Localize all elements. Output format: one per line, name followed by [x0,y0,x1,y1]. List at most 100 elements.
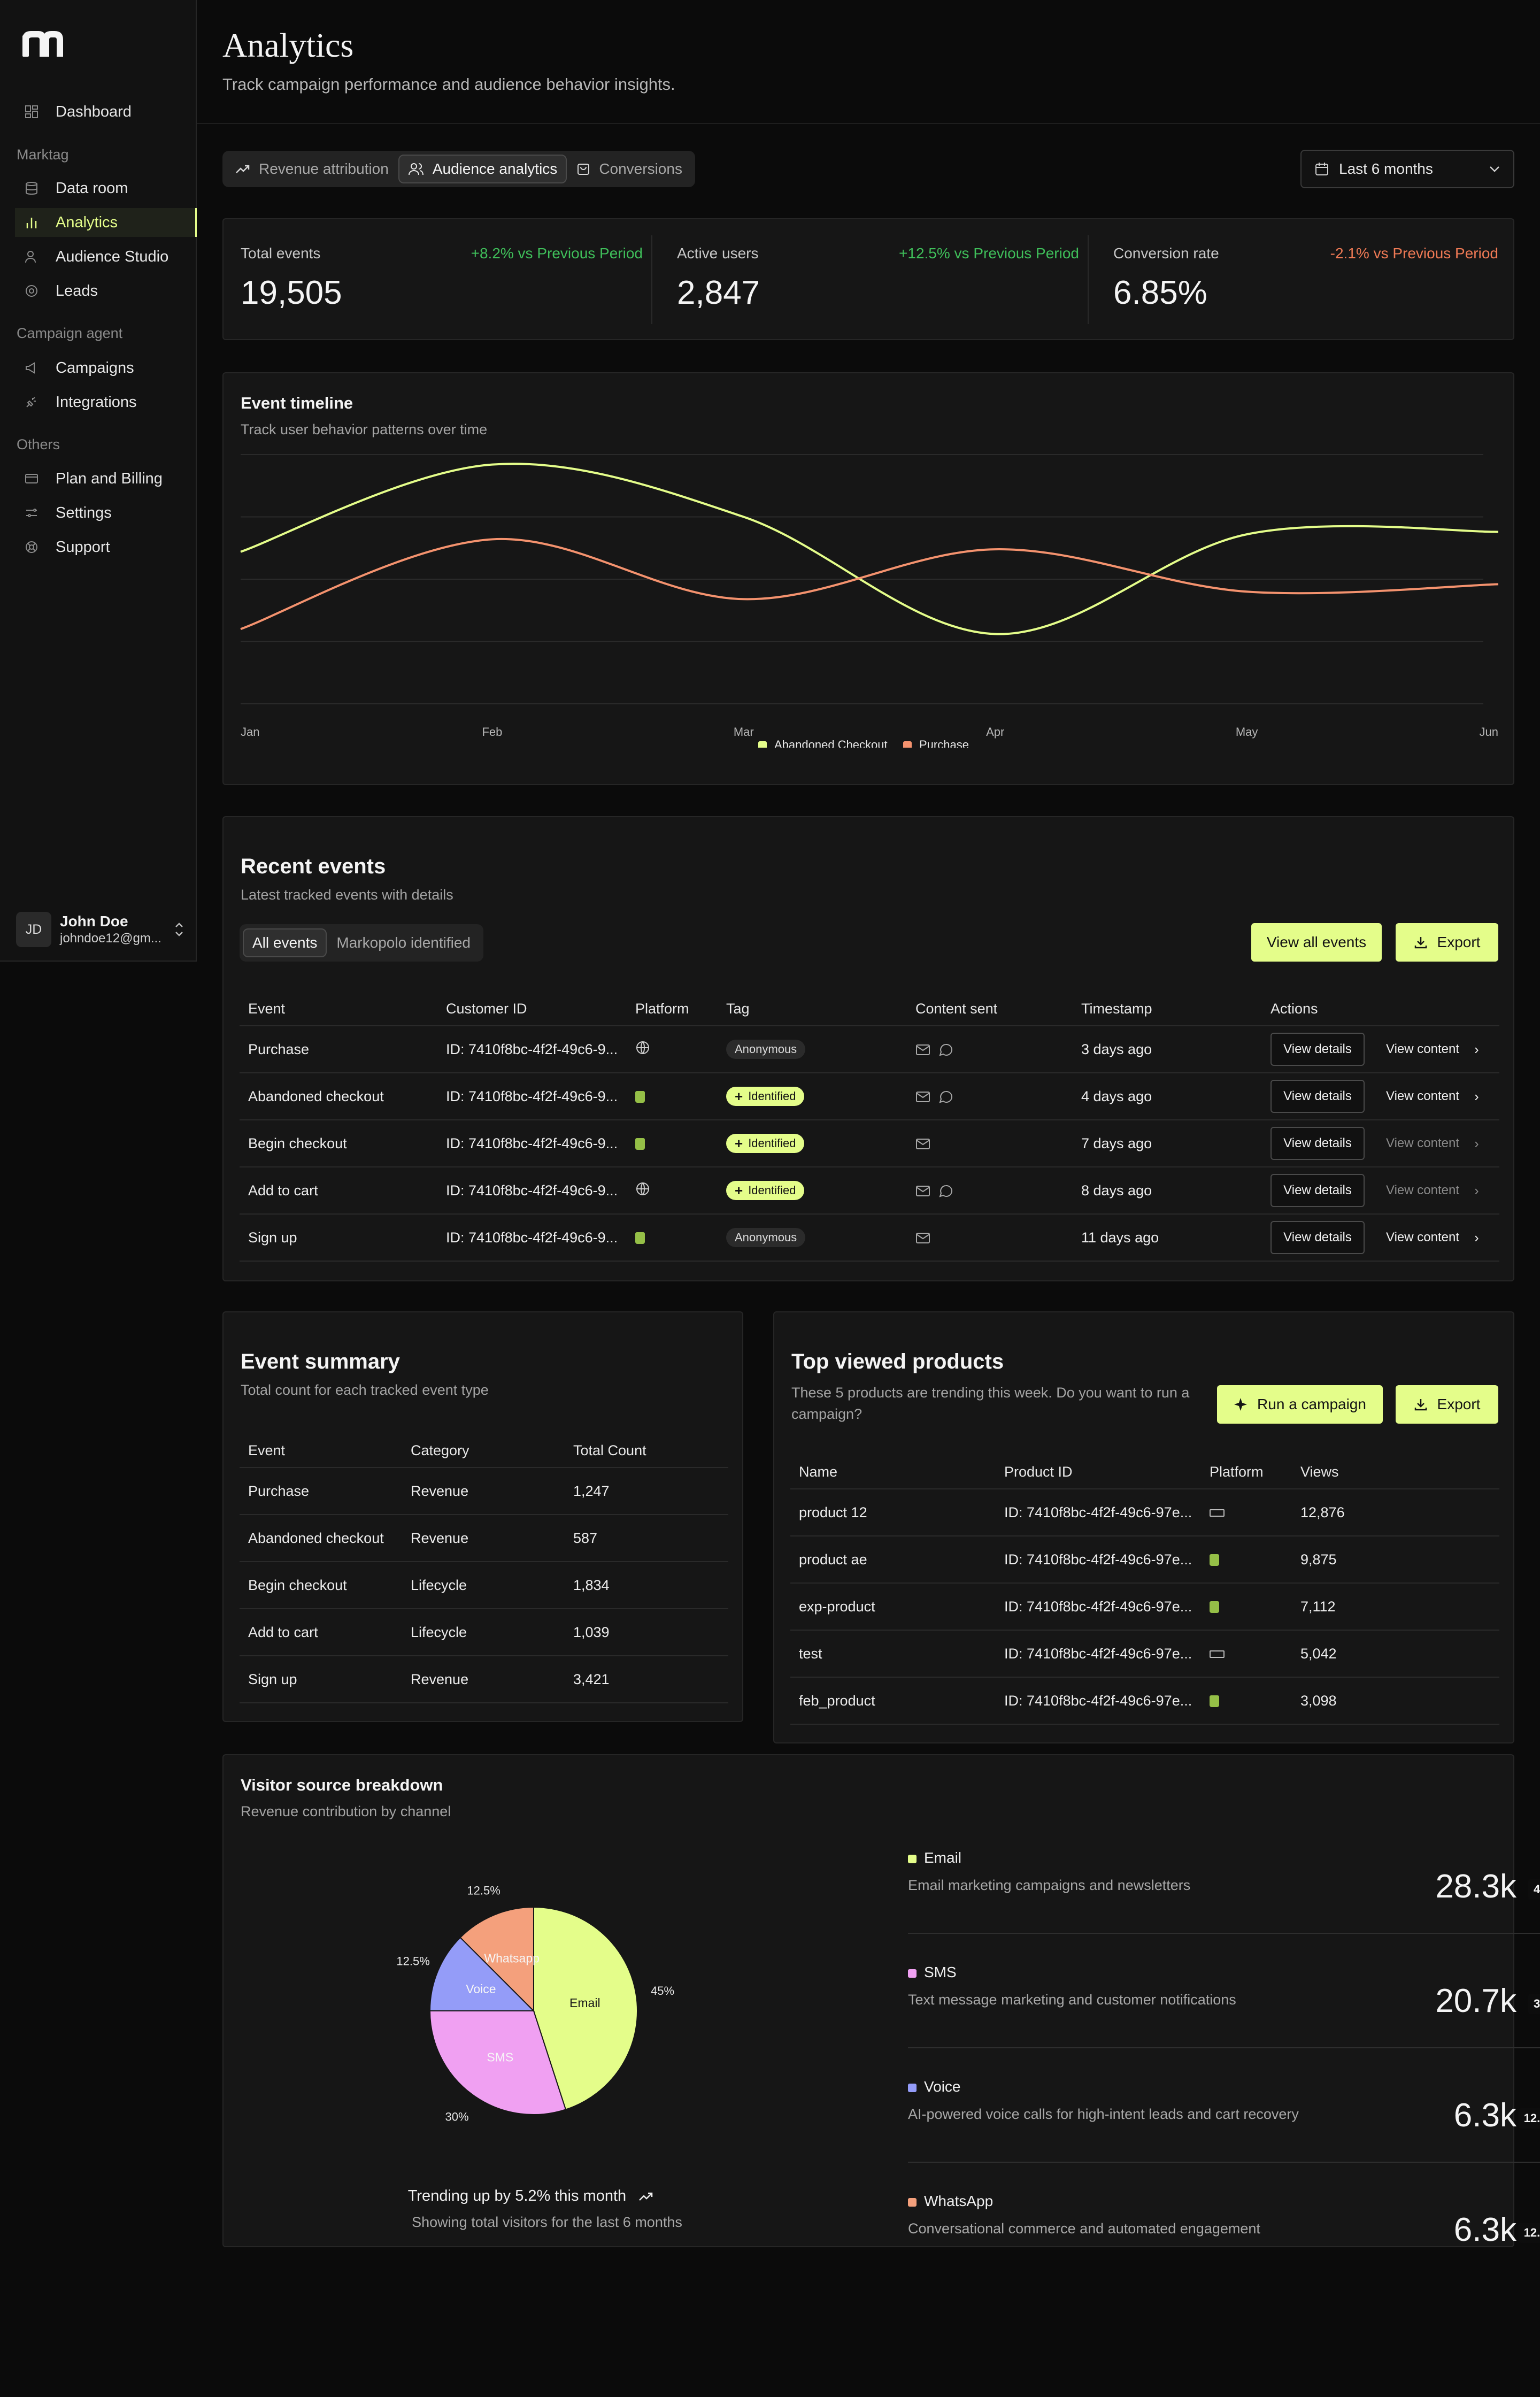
card-title: Recent events [241,855,386,878]
tag-cell: Anonymous [718,1026,907,1073]
tag-label: Anonymous [735,1042,797,1056]
view-details-button[interactable]: View details [1270,1033,1365,1066]
product-id: ID: 7410f8bc-4f2f-49c6-97e... [996,1536,1201,1584]
sidebar-item-integrations[interactable]: Integrations [15,388,197,417]
pie-slice[interactable] [429,2010,567,2115]
tab-label: Revenue attribution [259,160,389,177]
content-sent-cell [907,1214,1073,1262]
shopify-icon [1210,1695,1219,1708]
sidebar-item-campaigns[interactable]: Campaigns [15,354,197,382]
event-timeline-card: Event timeline Track user behavior patte… [222,372,1514,785]
view-content-button[interactable]: View content › [1386,1041,1479,1058]
table-row[interactable]: test ID: 7410f8bc-4f2f-49c6-97e... 5,042 [790,1630,1499,1678]
tag-cell: + Identified [718,1073,907,1120]
table-row[interactable]: Begin checkout ID: 7410f8bc-4f2f-49c6-9..… [240,1120,1499,1167]
source-color-swatch [908,2198,917,2207]
table-row[interactable]: Sign up Revenue 3,421 [240,1656,728,1703]
table-row[interactable]: feb_product ID: 7410f8bc-4f2f-49c6-97e...… [790,1677,1499,1725]
sidebar-item-leads[interactable]: Leads [15,276,197,305]
customer-id: ID: 7410f8bc-4f2f-49c6-9... [437,1214,627,1262]
nav-group-others: Others [17,436,60,452]
pie-slice[interactable] [459,1906,534,2012]
column-header: Category [402,1434,565,1468]
keyboard-icon [1210,1509,1225,1517]
tag-label: Identified [748,1089,796,1103]
sidebar-item-label: Campaigns [56,359,134,377]
download-icon [1414,937,1427,949]
kpi-label: Active users [677,245,759,262]
series-line-1 [240,537,1499,631]
table-row[interactable]: Purchase ID: 7410f8bc-4f2f-49c6-9... Anony… [240,1026,1499,1073]
tag-badge: + Identified [726,1181,805,1200]
user-menu[interactable]: JD John Doe johndoe12@gm... [16,909,187,950]
source-row: WhatsApp Conversational commerce and auto… [908,2163,1540,2277]
plus-icon: + [735,1182,743,1198]
source-name: WhatsApp [908,2193,993,2210]
filter-markopolo-identified[interactable]: Markopolo identified [327,928,480,957]
table-row[interactable]: Purchase Revenue 1,247 [240,1468,728,1515]
view-content-button[interactable]: View content › [1386,1135,1479,1152]
view-details-button[interactable]: View details [1270,1174,1365,1207]
plug-icon [24,394,40,410]
mail-icon [915,1232,930,1244]
sidebar-item-analytics[interactable]: Analytics [15,208,197,237]
column-header: Event [240,993,437,1026]
view-details-button[interactable]: View details [1270,1080,1365,1113]
button-label: Export [1437,934,1481,950]
sidebar-item-audience-studio[interactable]: Audience Studio [15,242,197,271]
table-row[interactable]: exp-product ID: 7410f8bc-4f2f-49c6-97e...… [790,1583,1499,1631]
tag-badge: + Identified [726,1134,805,1153]
top-products-table: Name Product ID Platform Views product 12 ID… [790,1456,1499,1725]
view-details-button[interactable]: View details [1270,1221,1365,1254]
source-percent-badge: 45% [1528,1879,1540,1900]
sidebar-item-plan-billing[interactable]: Plan and Billing [15,464,197,493]
view-content-button[interactable]: View content › [1386,1182,1479,1199]
tab-conversions[interactable]: Conversions [567,155,692,183]
table-row[interactable]: Add to cart ID: 7410f8bc-4f2f-49c6-9... + I… [240,1167,1499,1215]
pie-slice[interactable] [429,1937,535,2011]
product-name: feb_product [790,1677,996,1725]
view-content-button[interactable]: View content › [1386,1230,1479,1246]
sidebar-item-dashboard[interactable]: Dashboard [15,97,197,126]
sidebar-item-settings[interactable]: Settings [15,498,197,527]
pie-slice[interactable] [533,1906,638,2110]
actions-cell: View details View content › [1262,1073,1499,1120]
event-timeline-chart: Jan Feb Mar Apr May Jun Abandoned Checkout Purc… [240,454,1499,748]
tab-audience-analytics[interactable]: Audience analytics [398,155,567,183]
sidebar-item-data-room[interactable]: Data room [15,174,197,203]
view-details-button[interactable]: View details [1270,1127,1365,1160]
table-row[interactable]: product 12 ID: 7410f8bc-4f2f-49c6-97e... 1… [790,1489,1499,1536]
product-id: ID: 7410f8bc-4f2f-49c6-97e... [996,1583,1201,1631]
product-views: 7,112 [1292,1583,1499,1631]
source-label: SMS [924,1964,957,1980]
table-row[interactable]: Begin checkout Lifecycle 1,834 [240,1562,728,1609]
slice-percent-label: 12.5% [396,1955,429,1968]
product-views: 12,876 [1292,1489,1499,1536]
table-row[interactable]: Abandoned checkout ID: 7410f8bc-4f2f-49c6… [240,1073,1499,1120]
run-campaign-button[interactable]: Run a campaign [1217,1385,1383,1424]
event-count: 587 [565,1515,728,1562]
calendar-icon [1315,163,1328,175]
table-row[interactable]: Sign up ID: 7410f8bc-4f2f-49c6-9... Anonym… [240,1214,1499,1262]
chat-icon [939,1184,953,1198]
view-all-events-button[interactable]: View all events [1251,923,1382,962]
kpi-divider [651,235,652,324]
date-range-select[interactable]: Last 6 months [1300,150,1514,188]
export-events-button[interactable]: Export [1396,923,1498,962]
product-name: test [790,1630,996,1678]
sidebar-item-support[interactable]: Support [15,533,197,562]
brand-logo[interactable] [22,28,63,57]
tag-label: Anonymous [735,1231,797,1244]
table-row[interactable]: product ae ID: 7410f8bc-4f2f-49c6-97e... 9… [790,1536,1499,1584]
view-content-button[interactable]: View content › [1386,1088,1479,1105]
page-subtitle: Track campaign performance and audience … [222,75,675,94]
globe-icon [635,1182,650,1200]
filter-all-events[interactable]: All events [243,928,327,957]
export-products-button[interactable]: Export [1396,1385,1498,1424]
table-row[interactable]: Add to cart Lifecycle 1,039 [240,1609,728,1656]
tab-revenue-attribution[interactable]: Revenue attribution [226,155,398,183]
product-id: ID: 7410f8bc-4f2f-49c6-97e... [996,1630,1201,1678]
card-icon [24,471,40,487]
table-row[interactable]: Abandoned checkout Revenue 587 [240,1515,728,1562]
button-label: View content [1386,1136,1459,1150]
